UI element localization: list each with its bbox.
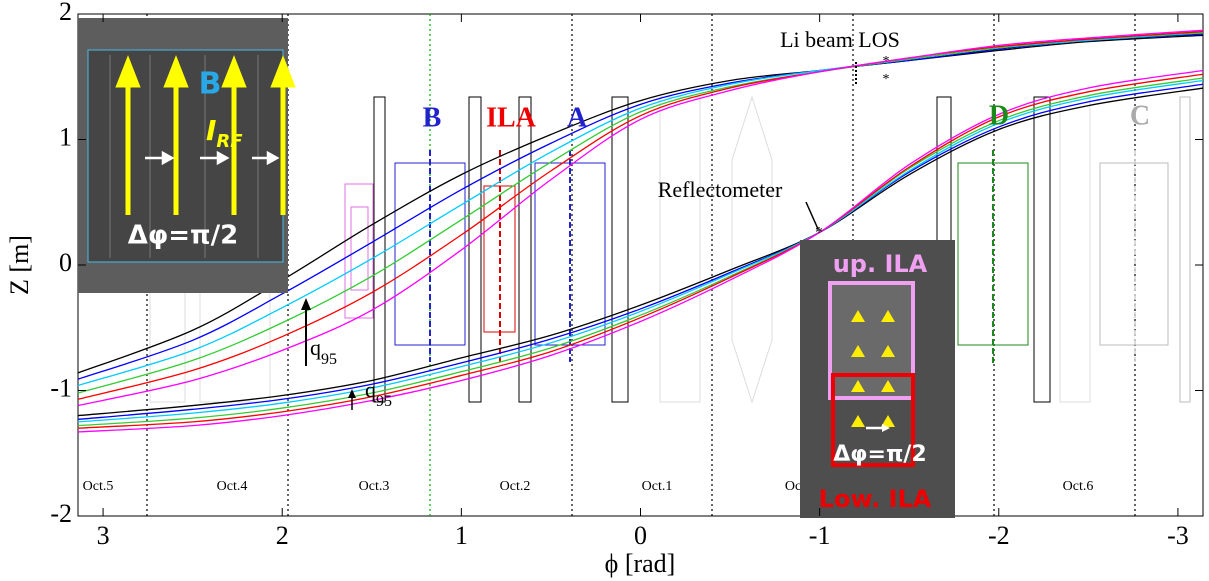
chart: Oct.5 Oct.4 Oct.3 Oct.2 Oct.1 Oc 7 Oct.6… xyxy=(0,0,1209,581)
inset-label: Low. ILA xyxy=(819,485,932,513)
x-tick-label: -2 xyxy=(988,521,1010,550)
marker-star: * xyxy=(815,225,823,242)
annotation: Reflectometer xyxy=(658,177,783,202)
sector-label: Oct.1 xyxy=(642,479,673,494)
y-tick-label: -1 xyxy=(50,373,72,402)
y-axis-label: Z [m] xyxy=(5,235,34,295)
marker-star: * xyxy=(883,54,890,69)
right-inset: up. ILA Δφ=π/2 Low. ILA xyxy=(800,240,955,518)
sector-label: Oc xyxy=(785,479,801,494)
q95-sub: 95 xyxy=(321,351,337,368)
antenna-label: B xyxy=(423,102,442,133)
sector-label: Oct.2 xyxy=(500,479,531,494)
inset-label: Δφ=π/2 xyxy=(128,221,238,251)
inset-label: up. ILA xyxy=(833,250,928,278)
q95-sub: 95 xyxy=(376,393,392,410)
y-tick-label: 1 xyxy=(59,122,72,151)
inset-label: B xyxy=(199,67,222,102)
inset-base: I xyxy=(206,114,216,147)
q95-base: q xyxy=(310,335,321,360)
sector-label: Oct.6 xyxy=(1063,479,1094,494)
x-tick-label: -3 xyxy=(1167,521,1189,550)
antenna-label: ILA xyxy=(486,102,537,133)
x-tick-label: 0 xyxy=(634,521,647,550)
y-tick-label: 0 xyxy=(59,248,72,277)
inset-sub: RF xyxy=(216,131,243,152)
inset-frame xyxy=(830,283,913,398)
annotation: Li beam LOS xyxy=(780,27,900,52)
x-axis-label: ϕ [rad] xyxy=(605,549,676,578)
sector-label: Oct.4 xyxy=(217,479,248,494)
left-inset: B IRF Δφ=π/2 xyxy=(78,18,292,293)
y-tick-label: -2 xyxy=(50,499,72,528)
y-tick-label: 2 xyxy=(59,0,72,26)
x-tick-label: 3 xyxy=(97,521,110,550)
antenna-label: A xyxy=(567,102,588,133)
marker-star: * xyxy=(883,72,890,87)
inset-label: Δφ=π/2 xyxy=(833,442,926,467)
x-tick-label: 2 xyxy=(276,521,289,550)
x-tick-label: 1 xyxy=(455,521,468,550)
q95-base: q xyxy=(365,377,376,402)
antenna-label: C xyxy=(1130,100,1150,131)
sector-label: Oct.3 xyxy=(359,479,390,494)
antenna-label: D xyxy=(989,100,1009,131)
sector-label: Oct.5 xyxy=(83,479,114,494)
x-tick-label: -1 xyxy=(809,521,831,550)
